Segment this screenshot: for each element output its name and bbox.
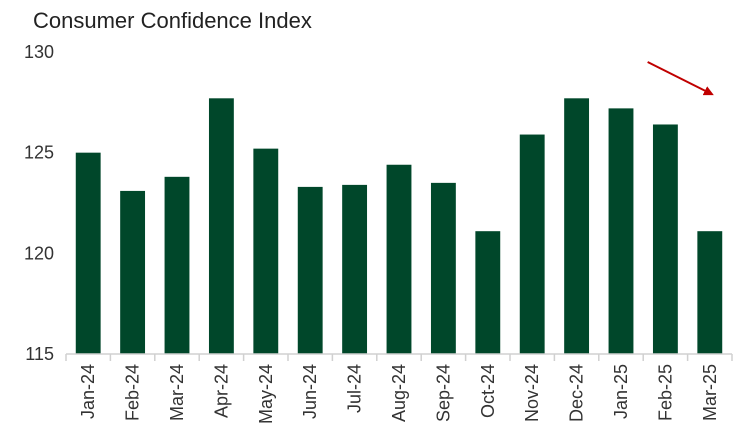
bar-aug-24	[386, 164, 412, 354]
x-tick-label: Sep-24	[433, 364, 453, 422]
bar-feb-25	[652, 124, 678, 354]
y-tick-label: 130	[24, 42, 54, 62]
annotation-arrow	[647, 61, 714, 96]
x-tick-label: Apr-24	[211, 364, 231, 418]
bar-jun-24	[297, 186, 323, 354]
x-axis-ticks: Jan-24 Feb-24 Mar-24 Apr-24 May-24 Jun-24 Jul-…	[65, 354, 733, 424]
x-tick-label: Jul-24	[345, 364, 365, 413]
x-tick-label: Feb-24	[123, 364, 143, 421]
y-tick-label: 115	[25, 344, 54, 364]
bar-jul-24	[342, 184, 368, 354]
bar-apr-24	[208, 98, 234, 354]
bar-nov-24	[519, 134, 545, 354]
x-tick-label: May-24	[256, 364, 276, 424]
bar-mar-24	[164, 176, 190, 354]
x-tick-label: Oct-24	[478, 364, 498, 418]
y-axis-ticks: 115 120 125 130	[24, 42, 54, 364]
x-tick-label: Mar-25	[700, 364, 720, 421]
x-tick-label: Jan-25	[611, 364, 631, 419]
x-tick-label: Nov-24	[522, 364, 542, 422]
bar-may-24	[253, 148, 279, 354]
y-tick-label: 125	[24, 143, 54, 163]
x-tick-label: Jan-24	[78, 364, 98, 419]
y-tick-label: 120	[24, 243, 54, 263]
bar-mar-25	[697, 231, 723, 354]
x-tick-label: Mar-24	[167, 364, 187, 421]
bar-jan-24	[75, 152, 101, 354]
x-tick-label: Jun-24	[300, 364, 320, 419]
chart-title: Consumer Confidence Index	[33, 8, 312, 33]
bar-dec-24	[564, 98, 590, 354]
bar-jan-25	[608, 108, 634, 354]
x-tick-label: Feb-25	[655, 364, 675, 421]
x-tick-label: Dec-24	[567, 364, 587, 422]
bar-sep-24	[430, 182, 456, 354]
bar-oct-24	[475, 231, 501, 354]
x-tick-label: Aug-24	[389, 364, 409, 422]
bars	[75, 98, 723, 354]
bar-feb-24	[120, 190, 146, 354]
